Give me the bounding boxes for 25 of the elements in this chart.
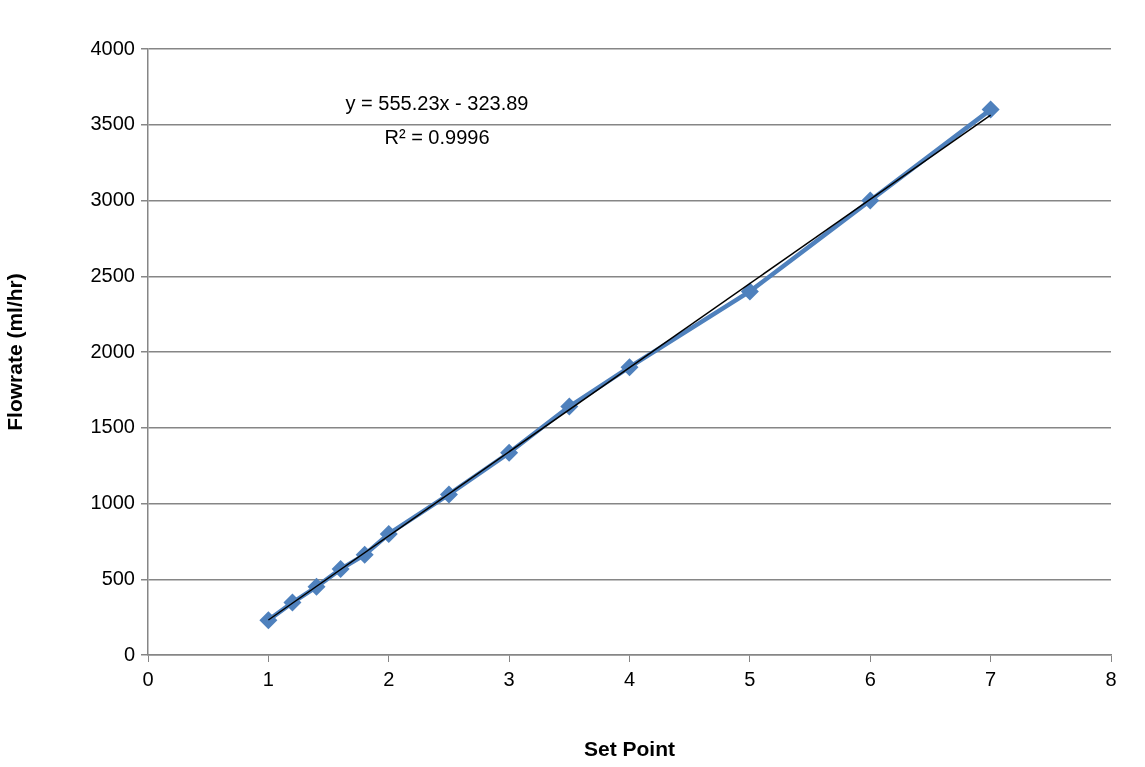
- x-tick-label: 8: [1105, 667, 1117, 690]
- y-tick-label: 3000: [90, 188, 135, 211]
- y-tick-label: 1500: [90, 415, 135, 438]
- y-tick-label: 2500: [90, 263, 135, 286]
- point: [259, 611, 278, 630]
- point: [740, 282, 759, 301]
- x-tick-label: 3: [503, 667, 515, 690]
- x-tick-label: 1: [262, 667, 274, 690]
- y-tick-label: 2000: [90, 339, 135, 362]
- y-tick-label: 4000: [90, 36, 135, 59]
- point: [981, 100, 1000, 119]
- x-axis-title: Set Point: [583, 737, 676, 761]
- annotation: R² = 0.9996: [384, 125, 490, 148]
- y-axis-title: Flowrate (ml/hr): [3, 273, 27, 431]
- x-tick-label: 5: [744, 667, 756, 690]
- x-tick-label: 0: [142, 667, 154, 690]
- x-tick-label: 6: [864, 667, 876, 690]
- y-tick-label: 1000: [90, 491, 135, 514]
- y-tick-label: 500: [101, 566, 135, 589]
- x-tick-label: 7: [985, 667, 997, 690]
- y-tick-label: 0: [123, 642, 135, 665]
- x-tick-label: 4: [623, 667, 636, 690]
- annotation: y = 555.23x - 323.89: [345, 91, 529, 114]
- y-tick-label: 3500: [90, 112, 135, 135]
- x-tick-label: 2: [383, 667, 395, 690]
